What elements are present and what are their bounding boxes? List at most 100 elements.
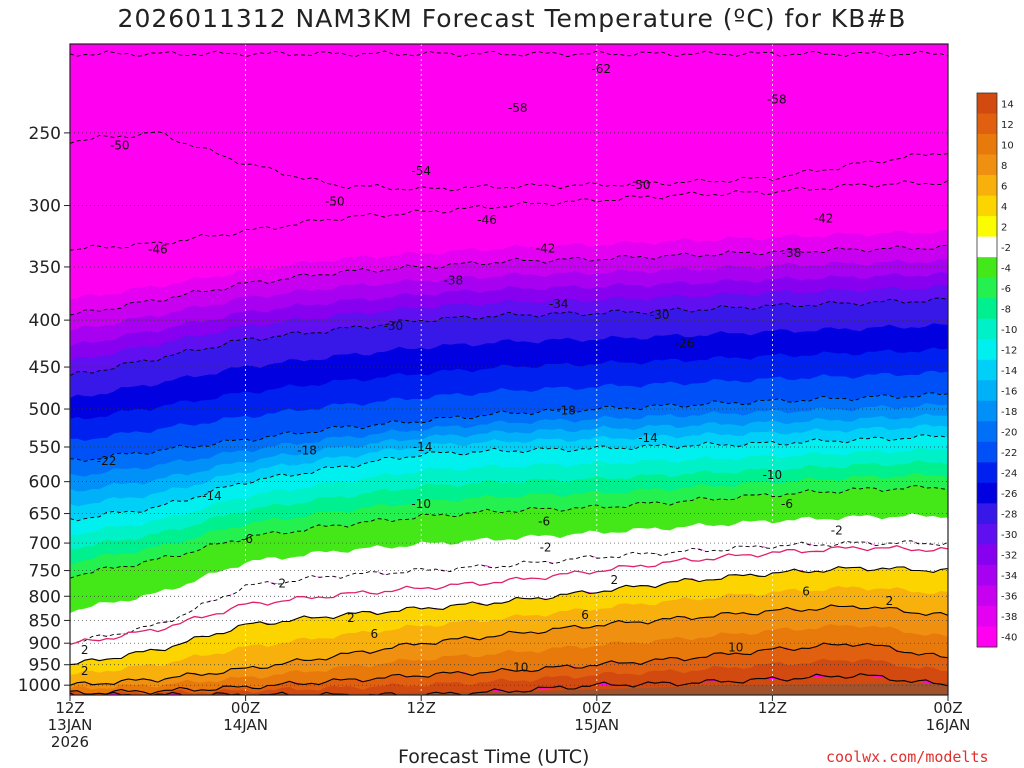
colorbar-swatch [977,216,997,238]
isotherm-line [70,50,948,58]
colorbar-swatch [977,154,997,176]
contour-label: 10 [728,641,743,655]
y-tick-label: 650 [29,505,61,525]
colorbar-swatch [977,585,997,607]
y-tick-label: 600 [29,473,61,493]
contour-label: -30 [384,319,404,333]
isotherm-line [70,566,948,666]
colorbar-swatch [977,421,997,443]
contour-label: -50 [110,138,130,152]
colorbar-label: -12 [1001,345,1017,356]
x-tick-label: 16JAN [926,716,971,734]
colorbar-swatch [977,564,997,586]
colorbar-label: -16 [1001,387,1017,398]
colorbar-label: -2 [1001,243,1011,254]
contour-label: -10 [411,497,431,511]
x-tick-label: 00Z [231,699,260,717]
colorbar-swatch [977,544,997,566]
plot-frame [69,43,949,696]
y-tick-label: 250 [29,124,61,144]
y-tick-label: 400 [29,311,61,331]
colorbar-swatch [977,257,997,279]
contour-label: 6 [802,584,810,598]
colorbar-swatch [977,462,997,484]
x-tick-label: 12Z [55,699,84,717]
colorbar-label: 14 [1001,99,1014,110]
y-tick-label: 750 [29,562,61,582]
x-tick-label: 2026 [51,733,89,751]
x-tick-label: 13JAN [48,716,93,734]
colorbar-frame [976,92,998,648]
contour-label: -62 [591,62,611,76]
freezing-line [70,545,948,645]
contour-label: -54 [411,164,431,178]
colorbar-label: 10 [1001,140,1014,151]
contour-label: 2 [611,573,619,587]
x-tick-label: 00Z [933,699,962,717]
colorbar-label: -30 [1001,530,1017,541]
y-tick-label: 300 [29,197,61,217]
contour-label: -2 [540,541,552,555]
colorbar-label: -26 [1001,489,1017,500]
colorbar-swatch [977,482,997,504]
colorbar-label: 2 [1001,222,1007,233]
contour-label: -26 [675,336,695,350]
colorbar-swatch [977,626,997,648]
isotherm-line [70,297,948,376]
temperature-bands [70,44,948,695]
source-credit: coolwx.com/modelts [826,748,989,766]
y-tick-label: 450 [29,358,61,378]
contour-label: -2 [831,523,843,537]
y-tick-label: 1000 [18,676,61,696]
contour-label: -10 [763,468,783,482]
y-tick-label: 950 [29,656,61,676]
contour-label: -14 [202,489,222,503]
colorbar-label: -18 [1001,407,1017,418]
colorbar-swatch [977,113,997,135]
contour-label: -46 [148,242,168,256]
colorbar-label: -36 [1001,592,1017,603]
colorbar-label: -40 [1001,633,1017,644]
contour-label: 2 [81,643,89,657]
isotherm-contours [70,50,948,695]
contour-label: 6 [581,608,589,622]
x-tick-label: 12Z [407,699,436,717]
contour-label: -22 [97,454,117,468]
contour-label: -6 [538,514,550,528]
y-tick-label: 700 [29,534,61,554]
contour-label: -42 [536,241,556,255]
colorbar-label: -34 [1001,571,1017,582]
colorbar-label: 12 [1001,120,1014,131]
colorbar-label: -32 [1001,551,1017,562]
contour-label: -30 [650,308,670,322]
colorbar-label: -20 [1001,428,1017,439]
x-tick-label: 15JAN [574,716,619,734]
chart-title: 2026011312 NAM3KM Forecast Temperature (… [117,4,907,33]
colorbar-label: -8 [1001,304,1011,315]
colorbar-swatch [977,298,997,320]
contour-label: -50 [325,195,345,209]
contour-label: -42 [814,212,834,226]
colorbar-label: -10 [1001,325,1017,336]
colorbar-swatch [977,503,997,525]
colorbar-swatch [977,175,997,197]
y-tick-label: 800 [29,587,61,607]
isotherm-line [70,434,948,522]
colorbar-swatch [977,339,997,361]
isotherm-line [70,485,948,579]
colorbar-swatch [977,359,997,381]
contour-label: -38 [444,273,464,287]
contour-label: -14 [638,431,658,445]
contour-label: 2 [886,594,894,608]
y-tick-label: 550 [29,438,61,458]
colorbar: 14 12 10 8 6 4 2 -2 -4 -6 -8 -10 -12 -14 -16 -18 -20 -22 -… [976,92,1017,648]
colorbar-swatch [977,195,997,217]
contour-label: -46 [477,213,497,227]
colorbar-label: -14 [1001,366,1017,377]
y-tick-label: 850 [29,611,61,631]
temperature-band [70,118,948,192]
colorbar-swatch [977,277,997,299]
y-tick-label: 350 [29,258,61,278]
contour-label: -34 [549,297,569,311]
